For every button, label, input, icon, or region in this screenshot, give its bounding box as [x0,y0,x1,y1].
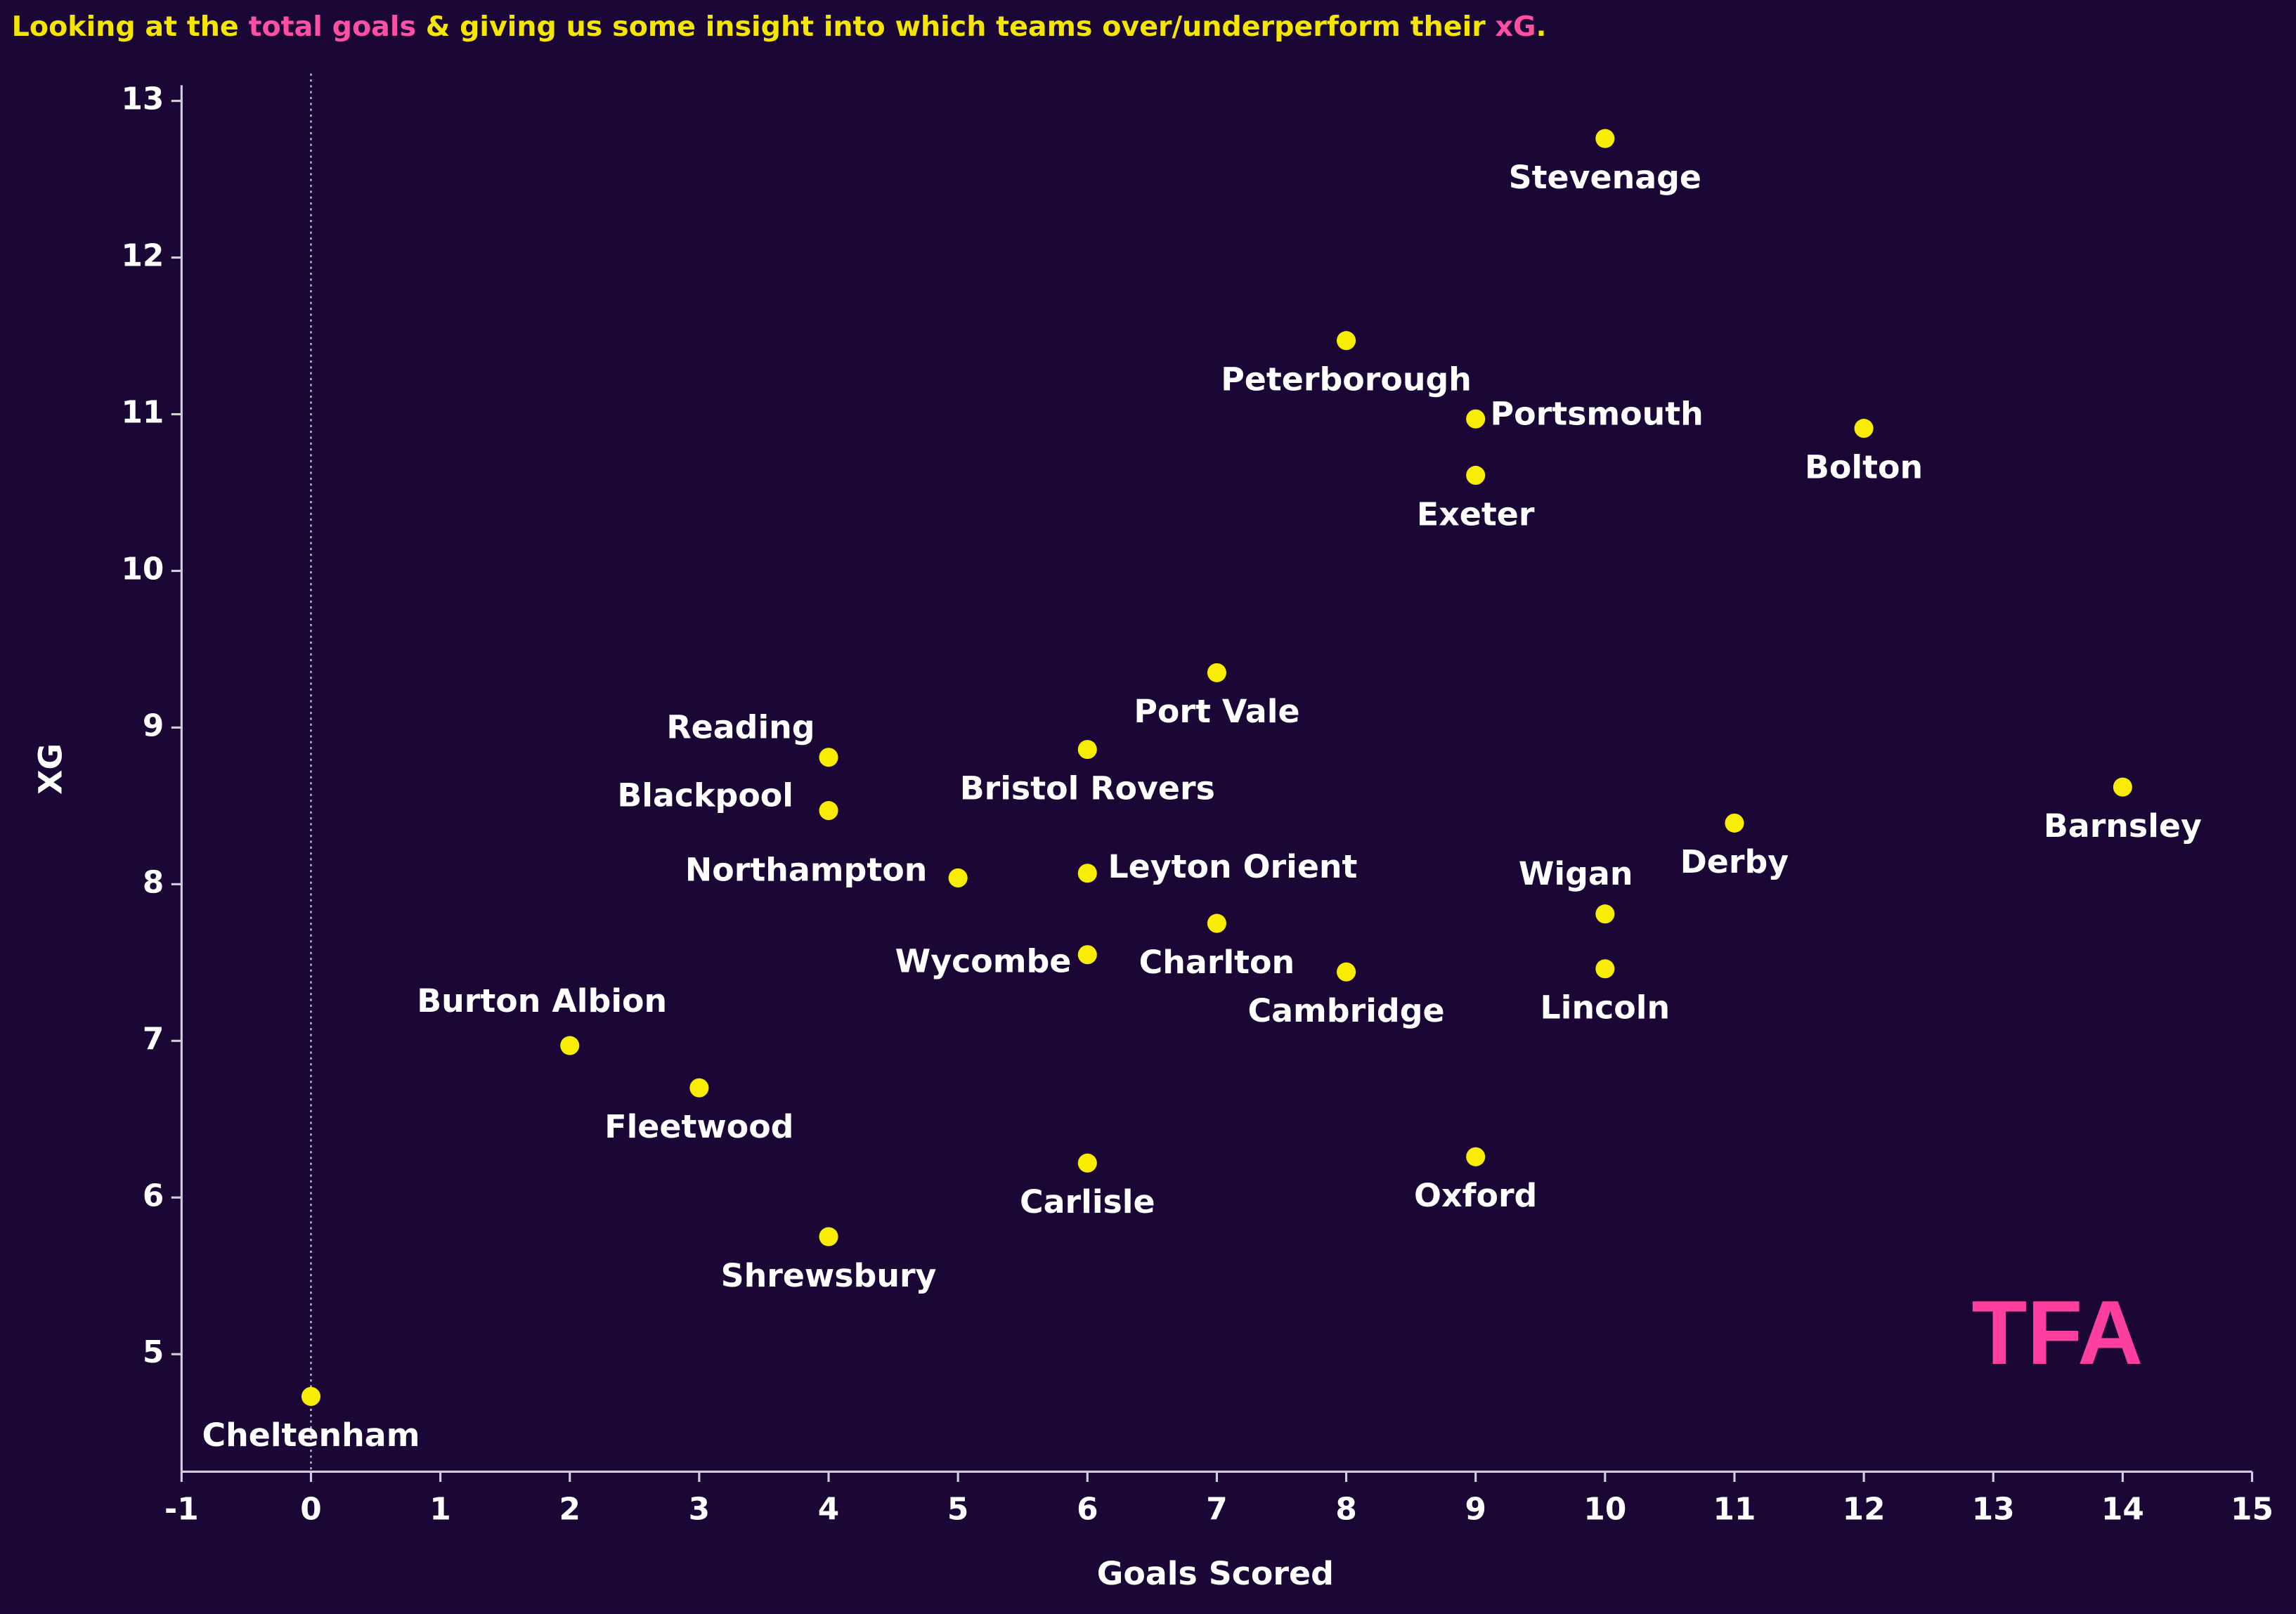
point [1466,409,1486,429]
point-label: Wigan [1519,854,1633,892]
x-tick-label: 2 [559,1492,581,1528]
title-segment: . [1536,11,1547,43]
point-label: Derby [1680,842,1789,880]
x-tick-label: 14 [2101,1492,2144,1528]
point [948,868,968,887]
x-tick-label: 4 [818,1492,839,1528]
x-axis-label: Goals Scored [1097,1554,1334,1592]
x-tick-label: -1 [164,1492,199,1528]
x-tick-label: 0 [300,1492,321,1528]
point [2113,777,2132,797]
point-label: Reading [666,708,815,746]
y-tick-label: 12 [121,238,164,274]
x-tick-label: 15 [2231,1492,2274,1528]
x-tick-label: 7 [1206,1492,1227,1528]
y-tick-label: 13 [121,82,164,117]
x-tick-label: 11 [1713,1492,1756,1528]
point [1466,1147,1486,1166]
x-tick-label: 6 [1077,1492,1098,1528]
point [819,748,838,767]
point [1595,129,1615,148]
y-tick-label: 5 [143,1334,164,1370]
point-label: Charlton [1139,943,1295,981]
point [689,1078,709,1098]
point-label: Oxford [1414,1176,1537,1214]
point-label: Barnsley [2044,807,2202,845]
point-label: Stevenage [1509,158,1701,196]
point-label: Portsmouth [1491,395,1704,433]
point-label: Burton Albion [417,982,667,1020]
point [1854,419,1874,438]
point-label: Bristol Rovers [960,769,1215,807]
x-tick-label: 12 [1843,1492,1886,1528]
logo: TFA [1971,1282,2143,1384]
y-tick-label: 10 [121,551,164,587]
x-tick-label: 5 [947,1492,968,1528]
point [301,1386,321,1406]
point [1077,945,1097,965]
point [1466,465,1486,486]
point-label: Port Vale [1134,692,1299,730]
point-label: Shrewsbury [721,1256,937,1294]
point [1595,904,1615,924]
x-tick-label: 3 [689,1492,710,1528]
point [1077,740,1097,760]
point [1077,864,1097,883]
point-label: Wycombe [895,942,1072,980]
point [1595,959,1615,979]
point-label: Blackpool [617,776,793,814]
x-tick-label: 9 [1465,1492,1486,1528]
point [1077,1153,1097,1173]
point-label: Lincoln [1541,989,1671,1027]
point-label: Cambridge [1247,991,1444,1029]
chart-title: Looking at the total goals & giving us s… [12,11,1547,43]
x-tick-label: 10 [1583,1492,1626,1528]
x-tick-label: 1 [429,1492,450,1528]
point-label: Fleetwood [604,1107,793,1145]
x-tick-label: 8 [1335,1492,1356,1528]
point [819,1227,838,1247]
point-label: Exeter [1417,495,1535,533]
y-axis-label: XG [32,743,70,795]
point-label: Cheltenham [202,1416,420,1454]
title-segment: xG [1496,11,1536,43]
title-segment: Looking at the [12,11,249,43]
point [1725,813,1744,833]
point-label: Carlisle [1020,1183,1155,1221]
x-tick-label: 13 [1972,1492,2015,1528]
point [1207,663,1226,682]
point-label: Leyton Orient [1108,847,1357,885]
point [1337,331,1356,351]
point-label: Bolton [1805,448,1923,486]
title-segment: total goals [249,11,416,43]
point [819,801,838,821]
point [1207,913,1226,933]
y-tick-label: 6 [143,1178,164,1213]
point [560,1036,580,1055]
y-tick-label: 9 [143,708,164,743]
y-tick-label: 8 [143,864,164,900]
point [1337,962,1356,982]
point-label: Peterborough [1221,360,1472,398]
y-tick-label: 7 [143,1021,164,1057]
title-segment: & giving us some insight into which team… [416,11,1496,43]
y-tick-label: 11 [121,395,164,431]
point-label: Northampton [685,851,927,889]
